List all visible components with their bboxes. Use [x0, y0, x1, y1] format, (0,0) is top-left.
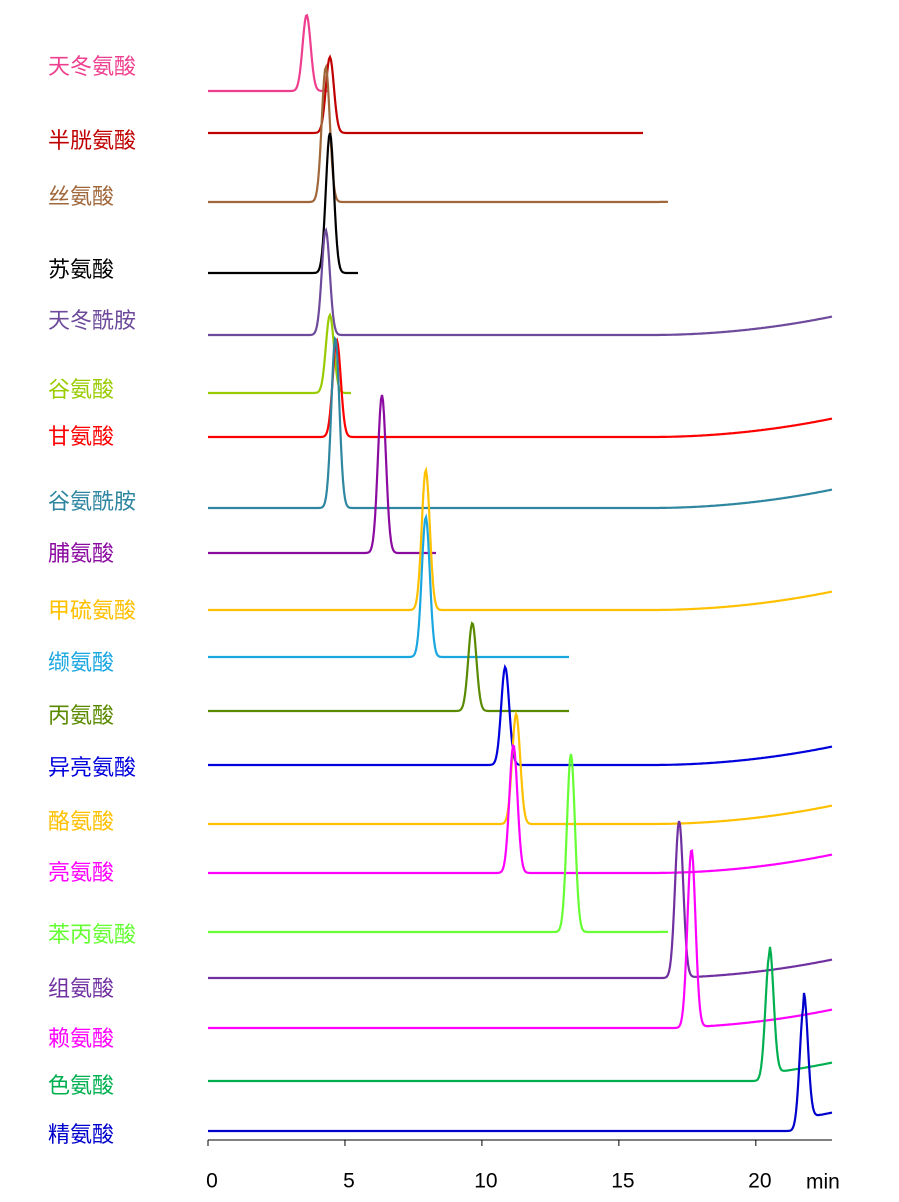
trace-label: 甘氨酸: [48, 425, 114, 450]
trace: [208, 227, 833, 337]
trace: [208, 335, 833, 510]
x-tick-label: 5: [343, 1170, 355, 1193]
trace-label: 异亮氨酸: [48, 756, 136, 781]
trace: [208, 513, 569, 659]
trace-label: 组氨酸: [48, 977, 114, 1002]
trace-label: 脯氨酸: [48, 542, 114, 567]
x-tick-label: 15: [611, 1170, 634, 1193]
trace-label: 缬氨酸: [48, 651, 114, 676]
trace-label: 酪氨酸: [48, 810, 114, 835]
trace: [208, 54, 643, 135]
trace: [208, 13, 328, 93]
trace: [208, 753, 668, 934]
trace: [208, 710, 833, 826]
trace-label: 丙氨酸: [48, 704, 114, 729]
x-axis-label: min: [806, 1171, 840, 1194]
trace-label: 甲硫氨酸: [48, 599, 136, 624]
trace-label: 亮氨酸: [48, 861, 114, 886]
trace-label: 丝氨酸: [48, 185, 114, 210]
trace: [208, 743, 833, 875]
trace-label: 赖氨酸: [48, 1027, 114, 1052]
trace-label: 天冬氨酸: [48, 55, 136, 80]
trace: [208, 820, 833, 980]
trace: [208, 312, 351, 395]
x-tick-label: 20: [748, 1170, 771, 1193]
trace: [208, 132, 358, 275]
trace: [208, 466, 833, 612]
trace: [208, 992, 833, 1133]
trace: [208, 394, 436, 555]
trace: [208, 337, 833, 439]
trace-label: 谷氨酰胺: [48, 490, 136, 515]
x-tick-label: 0: [206, 1170, 218, 1193]
trace: [208, 946, 833, 1083]
x-tick-label: 10: [474, 1170, 497, 1193]
trace: [208, 621, 569, 713]
trace-label: 色氨酸: [48, 1074, 114, 1099]
trace: [208, 63, 668, 204]
trace-label: 苏氨酸: [48, 258, 114, 283]
trace-label: 半胱氨酸: [48, 129, 136, 154]
trace-label: 精氨酸: [48, 1123, 114, 1148]
trace: [208, 848, 833, 1030]
trace-label: 天冬酰胺: [48, 309, 136, 334]
trace-label: 苯丙氨酸: [48, 923, 136, 948]
trace-label: 谷氨酸: [48, 378, 114, 403]
